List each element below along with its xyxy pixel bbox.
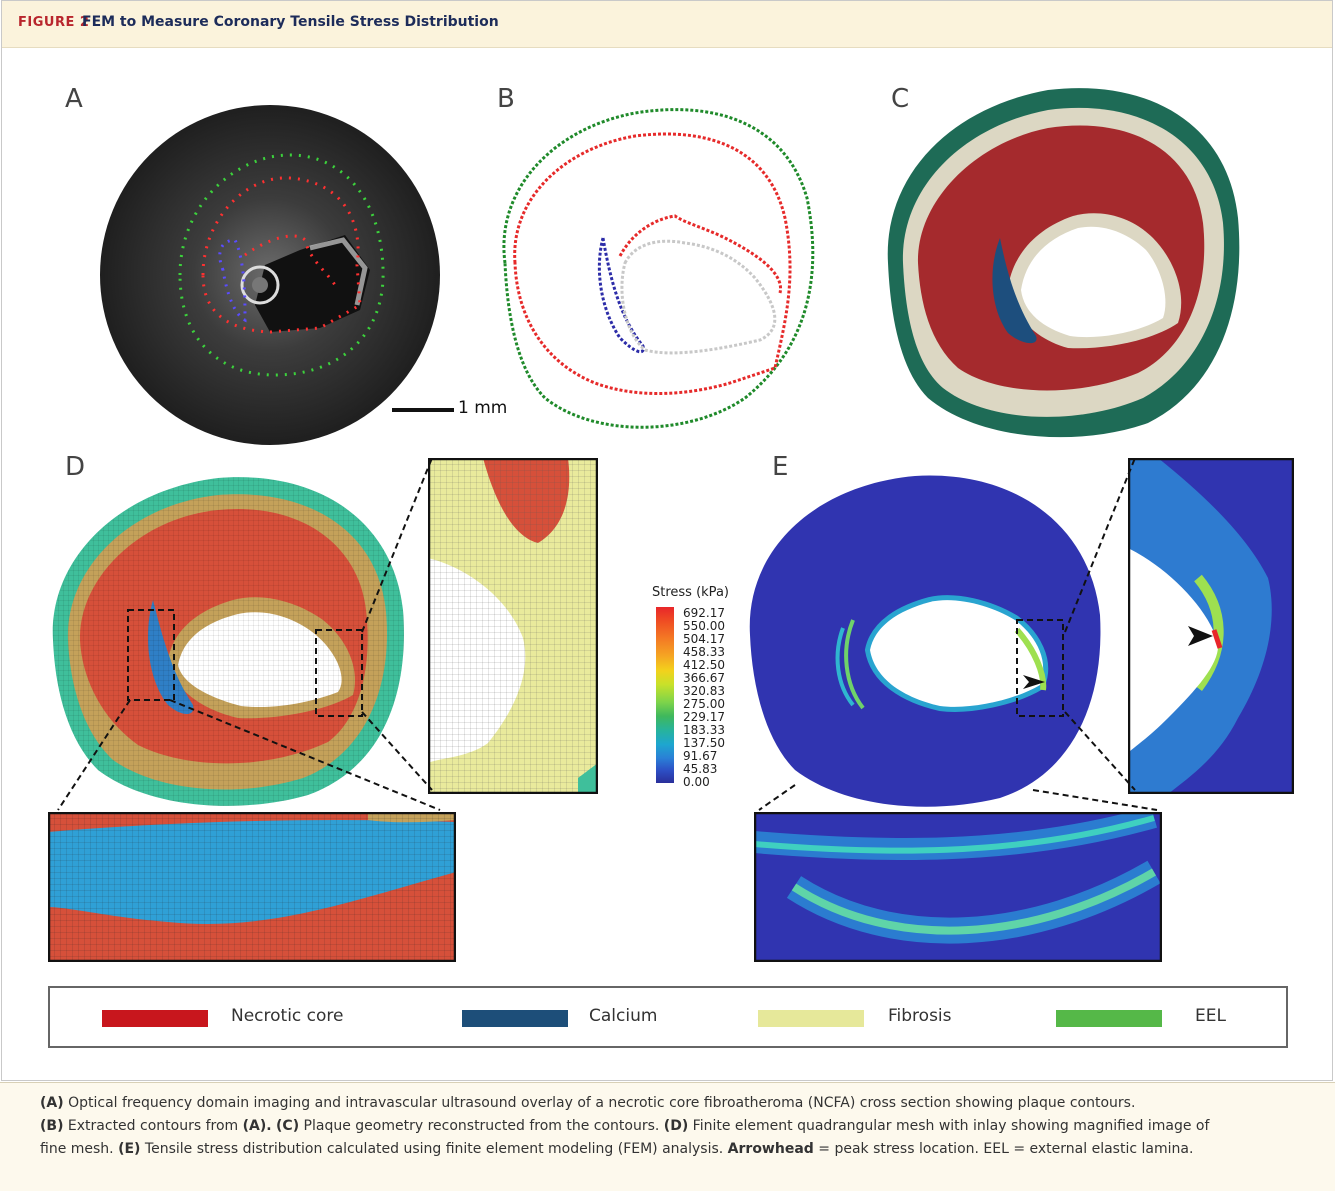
caption-label-b: (B) [40, 1118, 64, 1134]
legend-swatch-necrotic-core [102, 1010, 208, 1027]
legend-label-calcium: Calcium [589, 1006, 658, 1026]
panel-e-inset-horizontal [754, 812, 1162, 962]
stress-tick: 412.50 [683, 658, 725, 672]
caption-line-1: (A) Optical frequency domain imaging and… [40, 1093, 1135, 1114]
caption-text-b: Extracted contours from [63, 1118, 243, 1134]
legend-label-fibrosis: Fibrosis [888, 1006, 952, 1026]
caption-label-d: (D) [663, 1118, 689, 1134]
legend-label-eel: EEL [1195, 1006, 1226, 1026]
tissue-legend: Necrotic core Calcium Fibrosis EEL [48, 986, 1288, 1048]
stress-tick: 183.33 [683, 723, 725, 737]
panel-d-mesh [52, 477, 404, 806]
caption-arrowhead-text: = peak stress location. EEL = external e… [813, 1141, 1194, 1157]
caption-line-2: (B) Extracted contours from (A). (C) Pla… [40, 1116, 1209, 1137]
panel-c-geometry [887, 88, 1240, 438]
stress-tick: 0.00 [683, 775, 710, 789]
stress-scale-title: Stress (kPa) [652, 585, 729, 600]
caption-line-3: fine mesh. (E) Tensile stress distributi… [40, 1139, 1193, 1160]
scale-bar [392, 408, 454, 412]
legend-swatch-calcium [462, 1010, 568, 1027]
legend-swatch-eel [1056, 1010, 1162, 1027]
caption-text-e: Tensile stress distribution calculated u… [140, 1141, 728, 1157]
stress-tick: 45.83 [683, 762, 718, 776]
panel-b-contours [502, 108, 815, 429]
stress-tick: 366.67 [683, 671, 725, 685]
stress-tick: 91.67 [683, 749, 718, 763]
caption-arrowhead-label: Arrowhead [727, 1141, 814, 1157]
panel-a-image [100, 105, 440, 445]
scale-bar-label: 1 mm [458, 398, 508, 418]
panel-e-connectors [758, 457, 1158, 811]
figure-label: FIGURE 2 [18, 15, 90, 30]
panel-label-c: C [891, 84, 910, 114]
legend-label-necrotic-core: Necrotic core [231, 1006, 344, 1026]
caption-ref-a: (A). [242, 1118, 272, 1134]
caption-text-a: Optical frequency domain imaging and int… [63, 1095, 1136, 1111]
panel-label-e: E [772, 452, 789, 482]
caption-text-d2: fine mesh. [40, 1141, 119, 1157]
caption-text-c: Plaque geometry reconstructed from the c… [299, 1118, 664, 1134]
stress-tick: 692.17 [683, 606, 725, 620]
stress-tick: 229.17 [683, 710, 725, 724]
stress-tick: 458.33 [683, 645, 725, 659]
panel-e-inset-vertical [1128, 458, 1294, 794]
caption-label-a: (A) [40, 1095, 64, 1111]
caption-text-d: Finite element quadrangular mesh with in… [688, 1118, 1210, 1134]
panel-d-inset-vertical [428, 458, 598, 794]
stress-tick: 275.00 [683, 697, 725, 711]
stress-tick: 137.50 [683, 736, 725, 750]
legend-swatch-fibrosis [758, 1010, 864, 1027]
figure-caption: (A) Optical frequency domain imaging and… [0, 1082, 1335, 1191]
panel-d-inset-horizontal [48, 812, 456, 962]
figure-frame: FIGURE 2 FEM to Measure Coronary Tensile… [1, 0, 1333, 1081]
panel-label-b: B [497, 84, 515, 114]
stress-colorbar [656, 607, 674, 783]
figure-header: FIGURE 2 FEM to Measure Coronary Tensile… [2, 1, 1332, 48]
caption-label-c: (C) [276, 1118, 300, 1134]
stress-tick: 320.83 [683, 684, 725, 698]
panel-d-connectors [57, 457, 441, 811]
stress-tick: 550.00 [683, 619, 725, 633]
panel-label-a: A [65, 84, 83, 114]
caption-label-e: (E) [118, 1141, 141, 1157]
stress-tick: 504.17 [683, 632, 725, 646]
figure-title: FEM to Measure Coronary Tensile Stress D… [82, 14, 499, 30]
panel-label-d: D [65, 452, 86, 482]
panel-e-stress-map [749, 475, 1101, 807]
